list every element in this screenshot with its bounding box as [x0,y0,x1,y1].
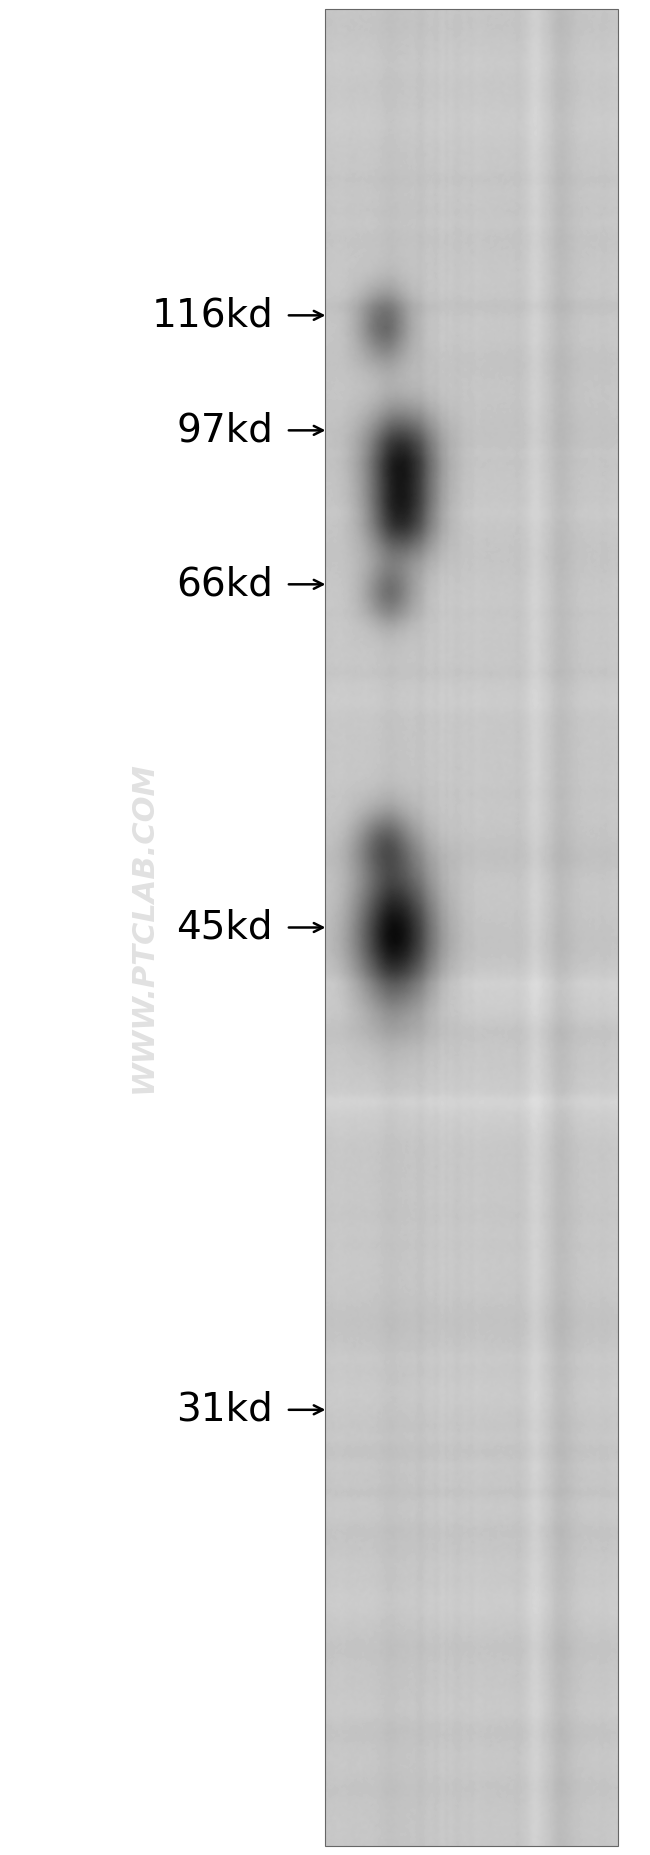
Text: 31kd: 31kd [176,1391,273,1428]
Bar [325,9,618,1846]
Text: 66kd: 66kd [176,566,273,603]
Text: 45kd: 45kd [177,909,273,946]
Text: 97kd: 97kd [176,412,273,449]
Text: 116kd: 116kd [151,297,273,334]
Text: WWW.PTCLAB.COM: WWW.PTCLAB.COM [129,762,157,1093]
